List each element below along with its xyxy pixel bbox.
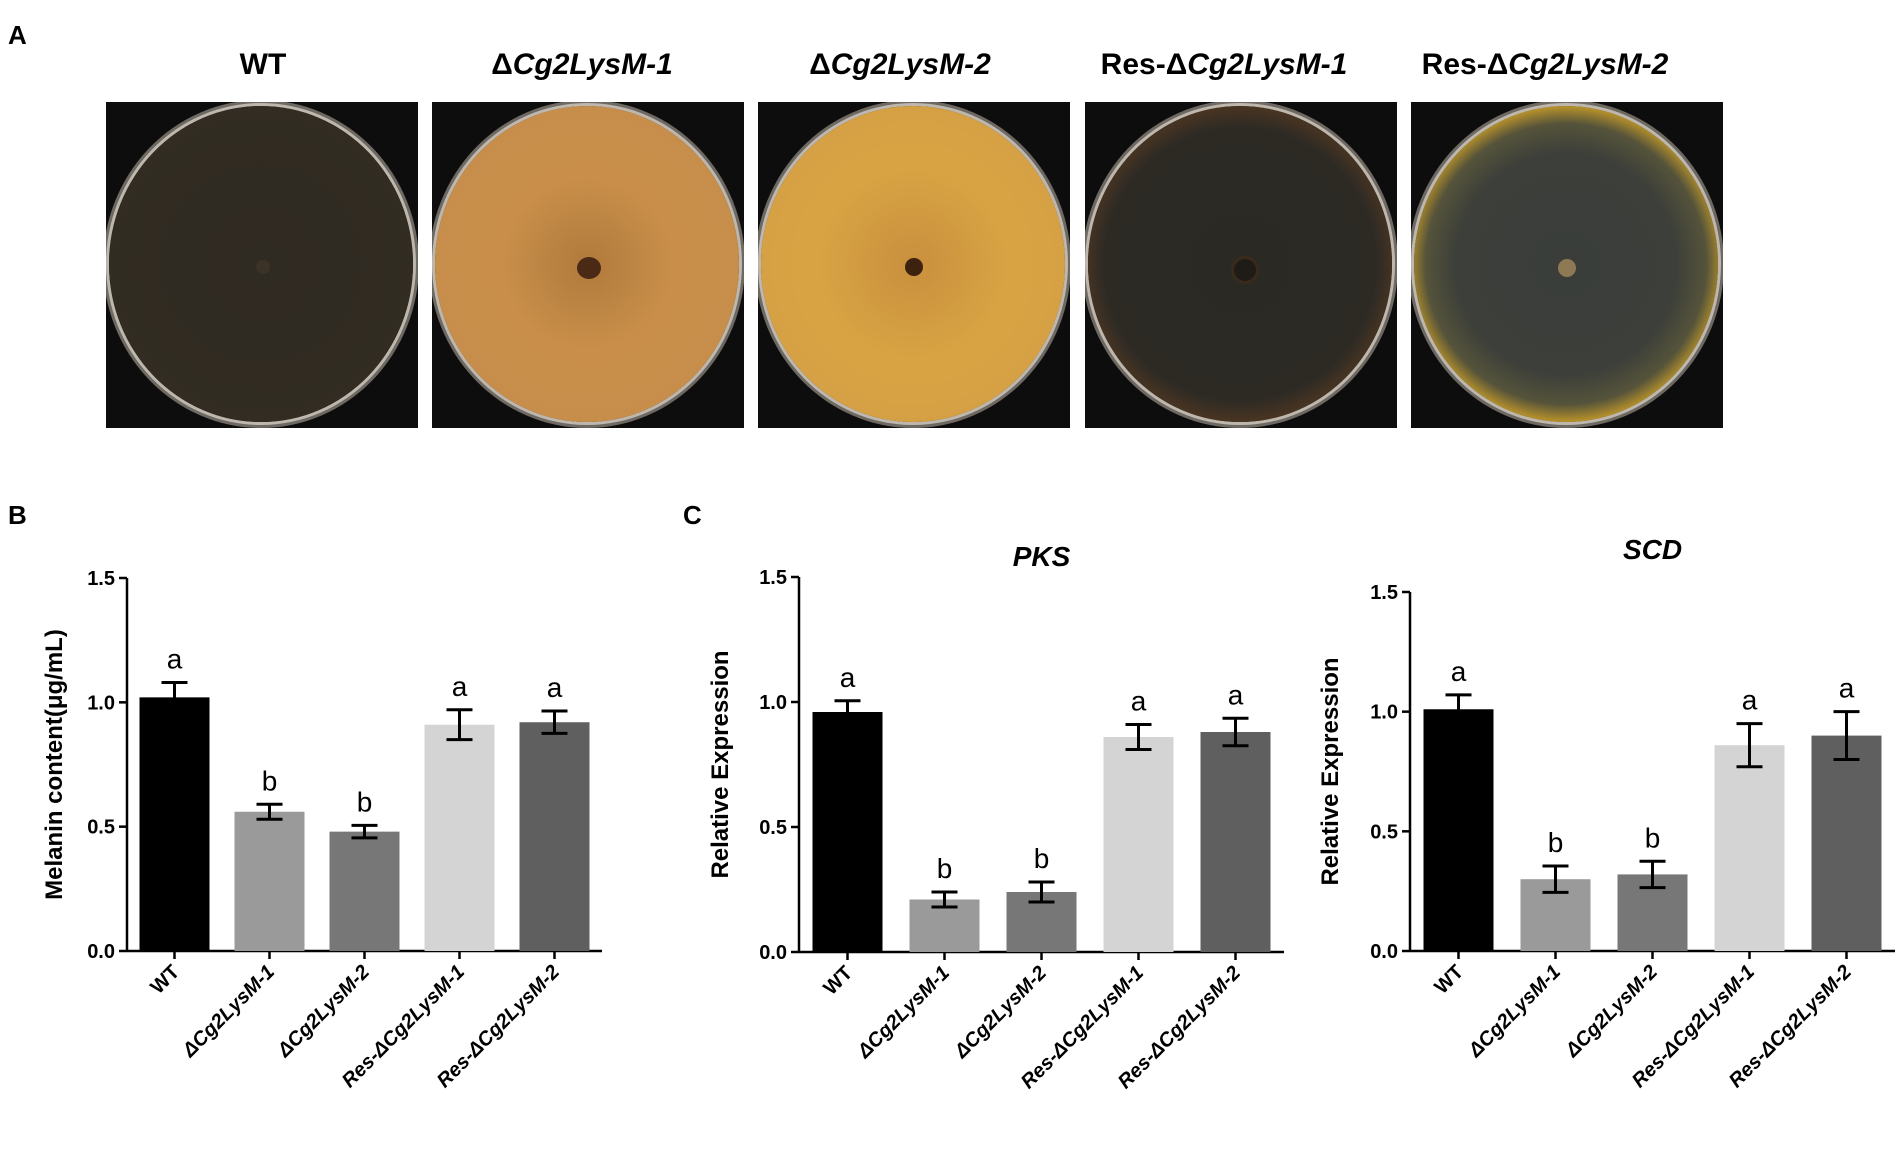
significance-label: a [1228, 679, 1244, 710]
category-label: ΔCg2LysM-2 [950, 962, 1051, 1063]
bar [1103, 737, 1174, 952]
plate-label-res-1: Res-ΔCg2LysM-1 [1100, 48, 1348, 81]
significance-label: b [1645, 822, 1661, 853]
category-label: ΔCg2LysM-2 [1561, 961, 1662, 1062]
plate-photo-mutant-2 [758, 102, 1070, 428]
y-tick-label: 1.5 [87, 568, 115, 590]
panel-c-letter: C [683, 500, 702, 530]
panel-a-letter: A [8, 20, 27, 50]
y-axis-label: Relative Expression [1317, 657, 1344, 885]
bar [234, 811, 305, 951]
category-label: WT [819, 962, 857, 1000]
significance-label: a [452, 671, 468, 702]
significance-label: b [1034, 843, 1050, 874]
significance-label: a [167, 643, 183, 674]
bar [1714, 745, 1785, 951]
category-label: ΔCg2LysM-1 [178, 961, 279, 1062]
chart-melanin: 0.0 0.5 1.0 1.5 Melanin content(μg/mL) a WT b ΔC… [41, 568, 602, 1092]
significance-label: a [840, 662, 856, 693]
category-label: WT [146, 961, 184, 999]
category-label: WT [1430, 961, 1468, 999]
y-tick-label: 1.0 [1370, 702, 1398, 724]
plate-label-mutant-1: ΔCg2LysM-1 [491, 48, 673, 81]
y-tick-label: 0.0 [1370, 941, 1398, 963]
significance-label: a [1839, 673, 1855, 704]
significance-label: b [262, 765, 278, 796]
y-tick-label: 0.0 [759, 942, 787, 964]
plate-photo-res-1 [1085, 102, 1397, 428]
significance-label: a [1742, 685, 1758, 716]
y-tick-label: 1.0 [87, 692, 115, 714]
bar [519, 722, 590, 951]
y-tick-label: 0.5 [1370, 821, 1398, 843]
bar [424, 724, 495, 951]
significance-label: a [1451, 656, 1467, 687]
chart-pks: PKS 0.0 0.5 1.0 1.5 Relative Expression a WT b ΔC… [707, 541, 1284, 1093]
plate-photo-mutant-1 [432, 102, 744, 428]
significance-label: a [547, 672, 563, 703]
y-tick-label: 1.5 [1370, 582, 1398, 604]
plate-label-wt: WT [239, 48, 287, 81]
y-axis-label: Relative Expression [707, 650, 734, 878]
y-tick-label: 1.5 [759, 567, 787, 589]
significance-label: a [1131, 686, 1147, 717]
y-tick-label: 0.5 [87, 817, 115, 839]
bar [812, 712, 883, 952]
y-tick-label: 0.5 [759, 817, 787, 839]
category-label: ΔCg2LysM-1 [853, 962, 954, 1063]
chart-title: PKS [1013, 541, 1071, 572]
plate-label-res-2: Res-ΔCg2LysM-2 [1421, 48, 1669, 81]
chart-scd: SCD 0.0 0.5 1.0 1.5 Relative Expression a WT b ΔC… [1317, 534, 1895, 1092]
category-label: ΔCg2LysM-1 [1464, 961, 1565, 1062]
y-tick-label: 0.0 [87, 941, 115, 963]
panel-b-letter: B [8, 500, 27, 530]
bar [1811, 735, 1882, 951]
plate-label-mutant-2: ΔCg2LysM-2 [809, 48, 991, 81]
y-axis-label: Melanin content(μg/mL) [41, 629, 68, 900]
panel-a: A WT ΔCg2LysM-1 ΔCg2LysM-2 Res-ΔCg2LysM-… [0, 0, 1904, 460]
bar [1200, 732, 1271, 952]
significance-label: b [1548, 827, 1564, 858]
bar [1423, 709, 1494, 951]
significance-label: b [937, 853, 953, 884]
plate-photo-wt [106, 102, 418, 428]
chart-title: SCD [1623, 534, 1682, 565]
bar [139, 697, 210, 951]
y-tick-label: 1.0 [759, 692, 787, 714]
significance-label: b [357, 786, 373, 817]
plate-photo-res-2 [1411, 102, 1723, 428]
bar [329, 831, 400, 951]
category-label: ΔCg2LysM-2 [273, 961, 374, 1062]
